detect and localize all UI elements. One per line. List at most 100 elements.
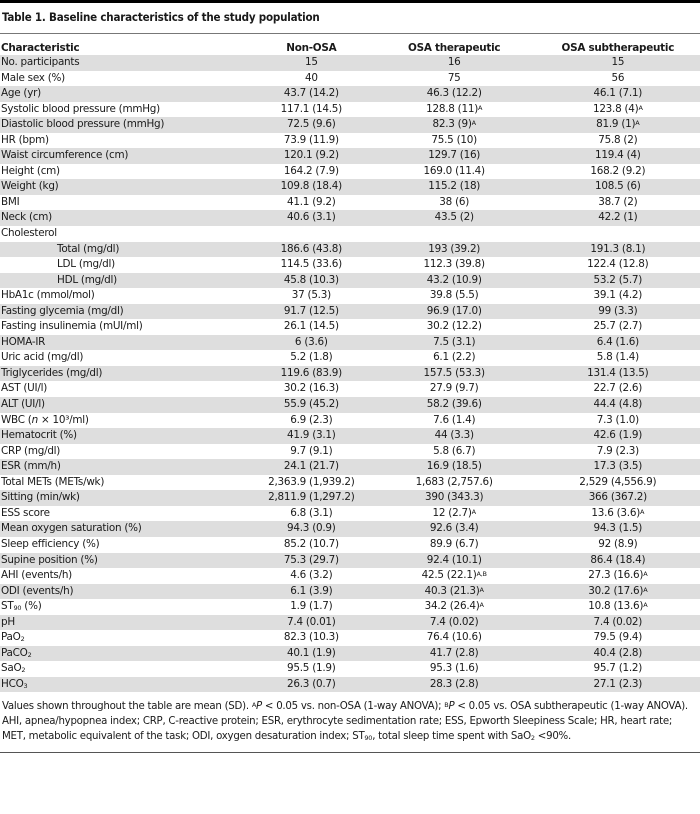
row-label: Fasting insulinemia (mUI/ml): [0, 319, 250, 335]
row-label-subscript: 3: [23, 681, 28, 690]
cell-value: 41.9 (3.1): [287, 429, 336, 442]
cell-value: 91.7 (12.5): [283, 304, 339, 317]
cell-osa-therapeutic: 76.4 (10.6): [373, 630, 536, 646]
cell-value: 46.1 (7.1): [593, 87, 643, 100]
row-label: Neck (cm): [0, 210, 250, 227]
cell-value: 86.4 (18.4): [590, 553, 646, 566]
row-label: Weight (kg): [0, 179, 250, 195]
row-label-subscript: 90: [13, 604, 22, 613]
row-label: PaCO2: [0, 645, 250, 662]
cell-osa-subtherapeutic: 53.2 (5.7): [535, 272, 700, 289]
cell-osa-therapeutic: [373, 226, 536, 242]
cell-osa-subtherapeutic: 10.8 (13.6)A: [536, 599, 700, 615]
cell-value: 27.9 (9.7): [429, 382, 479, 395]
cell-non-osa: 2,811.9 (1,297.2): [249, 490, 373, 506]
cell-value: 22.7 (2.6): [593, 382, 643, 395]
row-label: Triglycerides (mg/dl): [0, 365, 250, 382]
row-label-text: CRP (mg/dl): [1, 444, 61, 457]
cell-osa-therapeutic: 75.5 (10): [373, 133, 536, 149]
cell-value: 117.1 (14.5): [280, 102, 343, 115]
cell-value: 24.1 (21.7): [283, 460, 339, 473]
cell-osa-therapeutic: 7.4 (0.02): [372, 614, 536, 631]
cell-osa-therapeutic: 44 (3.3): [372, 428, 536, 444]
cell-value: 94.3 (0.9): [287, 522, 336, 535]
cell-osa-therapeutic: 92.4 (10.1): [372, 552, 536, 569]
cell-osa-therapeutic: 75: [373, 71, 536, 87]
cell-value: 109.8 (18.4): [280, 180, 343, 193]
cell-value: 73.9 (11.9): [283, 133, 339, 146]
cell-non-osa: 120.1 (9.2): [249, 148, 373, 164]
table-row: HOMA-IR 6 (3.6) 7.5 (3.1) 6.4 (1.6): [0, 334, 700, 351]
cell-value: 7.4 (0.02): [429, 615, 479, 628]
cell-value: 390 (343.3): [425, 491, 484, 504]
cell-osa-therapeutic: 128.8 (11)A: [373, 102, 536, 118]
row-label-text: HbA1c (mmol/mol): [1, 289, 95, 302]
cell-non-osa: 41.1 (9.2): [250, 195, 373, 211]
cell-value: 193 (39.2): [428, 242, 481, 255]
cell-non-osa: 72.5 (9.6): [249, 117, 373, 133]
cell-non-osa: 164.2 (7.9): [250, 164, 373, 180]
row-label: Male sex (%): [0, 71, 250, 87]
cell-value: 15: [304, 56, 318, 68]
row-label-text: ODI (events/h): [1, 584, 74, 597]
row-label-text: Hematocrit (%): [1, 429, 77, 442]
row-label-subscript: 2: [21, 666, 26, 675]
cell-value: 40.1 (1.9): [287, 646, 336, 659]
cell-value: 79.5 (9.4): [593, 631, 643, 644]
row-label: Cholesterol: [0, 226, 250, 242]
row-label: HR (bpm): [0, 133, 250, 149]
row-label-text: SaO: [1, 662, 22, 675]
cell-osa-subtherapeutic: 94.3 (1.5): [535, 521, 700, 537]
cell-non-osa: 6.9 (2.3): [250, 413, 373, 429]
row-label: AST (UI/l): [0, 381, 250, 397]
cell-osa-subtherapeutic: 30.2 (17.6)A: [535, 583, 700, 600]
cell-value: 7.4 (0.02): [593, 615, 643, 628]
cell-osa-therapeutic: 1,683 (2,757.6): [373, 475, 536, 491]
table-row: Systolic blood pressure (mmHg) 117.1 (14.…: [0, 102, 700, 118]
cell-non-osa: 82.3 (10.3): [250, 630, 373, 646]
cell-value: 85.2 (10.7): [283, 537, 339, 550]
row-label: Systolic blood pressure (mmHg): [0, 102, 250, 118]
cell-osa-therapeutic: 27.9 (9.7): [373, 381, 536, 397]
cell-osa-therapeutic: 42.5 (22.1)A,B: [373, 568, 536, 584]
cell-osa-therapeutic: 92.6 (3.4): [372, 521, 536, 537]
cell-osa-subtherapeutic: 27.3 (16.6)A: [536, 568, 700, 584]
row-label: Sitting (min/wk): [0, 490, 250, 506]
cell-non-osa: 85.2 (10.7): [250, 537, 373, 553]
row-label: PaO2: [0, 630, 250, 646]
row-label-text: Cholesterol: [1, 227, 57, 240]
cell-non-osa: 40.1 (1.9): [249, 645, 373, 662]
cell-osa-subtherapeutic: 6.4 (1.6): [535, 334, 700, 351]
row-label-text: HR (bpm): [1, 133, 49, 146]
cell-value: 40.4 (2.8): [593, 646, 643, 659]
cell-value: 27.3 (16.6): [588, 569, 644, 582]
table-row: Age (yr) 43.7 (14.2) 46.3 (12.2) 46.1 (7.1): [0, 86, 700, 102]
row-label-text: pH: [1, 615, 15, 628]
cell-osa-therapeutic: 129.7 (16): [372, 148, 536, 164]
table-row: AST (UI/l) 30.2 (16.3) 27.9 (9.7) 22.7 (2.6…: [0, 381, 700, 397]
row-label-text: Supine position (%): [1, 553, 98, 566]
row-label-text: Male sex (%): [1, 71, 65, 84]
cell-value: 58.2 (39.6): [426, 398, 482, 411]
row-label: WBC (n × 10³/ml): [0, 413, 250, 429]
row-label-text: No. participants: [1, 56, 80, 68]
row-label-text: HDL (mg/dl): [57, 273, 117, 286]
cell-osa-subtherapeutic: 92 (8.9): [536, 537, 700, 553]
cell-value: 5.8 (6.7): [433, 444, 476, 457]
cell-value: 40.3 (21.3): [424, 584, 480, 597]
cell-osa-subtherapeutic: 5.8 (1.4): [536, 350, 700, 366]
cell-osa-subtherapeutic: 7.3 (1.0): [536, 413, 700, 429]
row-label-text: Sleep efficiency (%): [1, 537, 100, 550]
row-label-text: Diastolic blood pressure (mmHg): [1, 118, 165, 131]
cell-osa-subtherapeutic: [536, 226, 700, 242]
row-label-text: LDL (mg/dl): [57, 258, 115, 271]
cell-value: 4.6 (3.2): [290, 569, 333, 582]
cell-osa-subtherapeutic: 17.3 (3.5): [535, 459, 700, 475]
cell-value: 186.6 (43.8): [280, 242, 343, 255]
significance-marker: A: [479, 585, 484, 594]
cell-non-osa: [250, 226, 373, 242]
row-label-text: Weight (kg): [1, 180, 59, 193]
cell-value: 112.3 (39.8): [423, 258, 486, 271]
table-row: ODI (events/h) 6.1 (3.9) 40.3 (21.3)A 30.2 …: [0, 583, 700, 600]
cell-osa-subtherapeutic: 95.7 (1.2): [536, 661, 700, 677]
